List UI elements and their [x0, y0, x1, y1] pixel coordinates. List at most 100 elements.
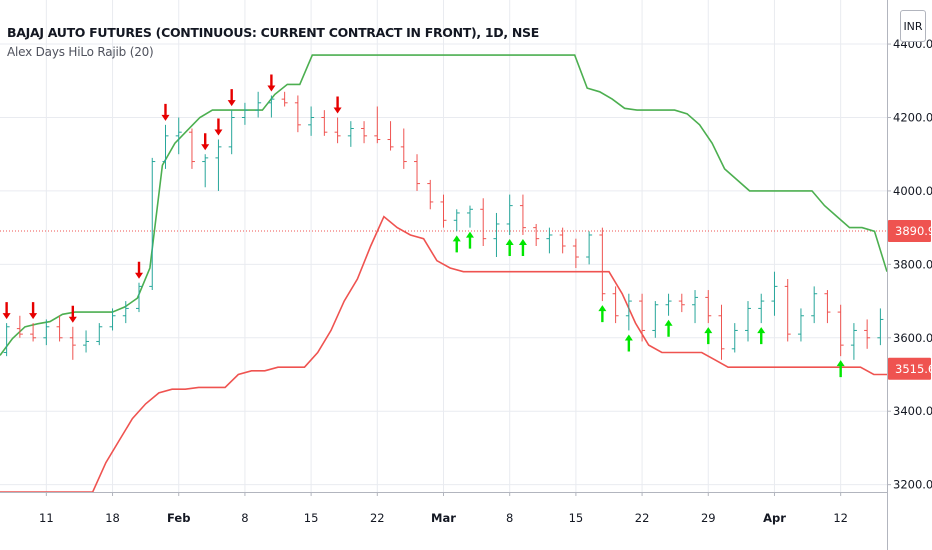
sell-arrow-icon-8 [267, 74, 276, 92]
lower-line-badge-bg [888, 357, 931, 380]
ohlc-bar-10 [136, 282, 143, 313]
ohlc-bar-30 [400, 128, 407, 169]
buy-arrow-icon-3 [518, 238, 527, 256]
ohlc-bar-36 [480, 198, 487, 246]
time-tick-label-6: Mar [431, 511, 456, 525]
ohlc-bar-40 [533, 223, 540, 246]
price-axis[interactable]: 3200.00 3400.00 3600.00 3800.00 4000.00 4200.… [887, 0, 932, 550]
last-price-badge-text: 3890.90 [895, 224, 932, 238]
sell-arrow-icon-9 [333, 96, 342, 114]
ohlc-bar-55 [731, 323, 738, 353]
ohlc-bar-54 [718, 304, 725, 360]
time-axis-bg [0, 492, 887, 550]
sell-arrow-icon-1 [29, 302, 38, 320]
ohlc-bar-27 [361, 121, 368, 144]
last-price-badge: 3890.90 [888, 219, 932, 242]
ohlc-bar-34 [453, 209, 460, 232]
buy-arrow-icon-4 [598, 305, 607, 323]
ohlc-bar-11 [149, 157, 156, 291]
lower-line-badge-text: 3515.65 [895, 362, 932, 376]
ohlc-bar-22 [294, 95, 301, 133]
time-tick-label-10: 29 [701, 511, 716, 525]
ohlc-bar-43 [572, 238, 579, 269]
sell-arrow-icon-7 [227, 89, 236, 107]
time-tick-label-0: 11 [39, 511, 54, 525]
grid [0, 0, 887, 492]
price-tick-label-0: 3200.00 [893, 478, 932, 492]
time-axis[interactable]: 11 18 Feb 8 15 22 Mar 8 15 22 29 Apr 12 [0, 492, 887, 550]
ohlc-bar-42 [559, 227, 566, 254]
ohlc-bar-20 [268, 95, 275, 118]
lower-line-badge: 3515.65 [888, 357, 932, 380]
price-badges: 3890.90 3515.65 [888, 219, 932, 380]
ohlc-bar-53 [705, 290, 712, 324]
ohlc-bar-46 [612, 286, 619, 324]
upper-line-path [0, 54, 888, 356]
last-price-badge-bg [888, 219, 931, 242]
ohlc-bar-8 [109, 308, 116, 331]
ohlc-bar-25 [334, 117, 341, 144]
buy-arrow-icon-5 [624, 334, 633, 352]
ohlc-bar-12 [162, 124, 169, 169]
sell-arrow-icon-3 [135, 261, 144, 279]
ohlc-bar-1 [16, 315, 23, 338]
ohlc-bars [3, 91, 884, 360]
price-tick-label-3: 3800.00 [893, 257, 932, 271]
ohlc-bar-57 [758, 293, 765, 324]
ohlc-bar-15 [202, 154, 209, 188]
ohlc-bar-24 [321, 110, 328, 136]
price-axis-bg [887, 0, 932, 550]
ohlc-bar-64 [850, 323, 857, 360]
time-tick-label-9: 22 [635, 511, 650, 525]
sell-arrow-icon-5 [201, 133, 210, 151]
ohlc-bar-66 [877, 308, 884, 346]
ohlc-bar-5 [69, 326, 76, 360]
time-tick-label-4: 15 [304, 511, 319, 525]
ohlc-bar-35 [466, 205, 473, 228]
price-tick-label-5: 4200.00 [893, 110, 932, 124]
ohlc-bar-60 [797, 308, 804, 342]
signals [2, 74, 845, 378]
ohlc-bar-7 [96, 323, 103, 346]
ohlc-bar-0 [3, 323, 10, 357]
time-tick-label-12: 12 [833, 511, 848, 525]
lower-line-path [0, 215, 887, 493]
ohlc-bar-47 [625, 293, 632, 331]
ohlc-bar-44 [586, 231, 593, 265]
sell-arrow-icon-4 [161, 103, 170, 121]
ohlc-bar-13 [175, 117, 182, 155]
time-tick-label-3: 8 [241, 511, 248, 525]
lower-hilo-line [0, 215, 887, 493]
ohlc-bar-62 [824, 290, 831, 324]
ohlc-bar-14 [188, 128, 195, 169]
ohlc-bar-61 [811, 286, 818, 324]
ohlc-bar-29 [387, 121, 394, 151]
ohlc-bar-50 [665, 293, 672, 316]
ohlc-bar-33 [440, 194, 447, 228]
ohlc-bar-31 [414, 154, 421, 191]
buy-arrow-icon-0 [452, 235, 461, 253]
buy-arrow-icon-8 [757, 327, 766, 345]
ohlc-bar-52 [692, 290, 699, 324]
time-tick-label-8: 15 [569, 511, 584, 525]
ohlc-bar-65 [864, 319, 871, 349]
time-tick-label-1: 18 [105, 511, 120, 525]
time-tick-label-5: 22 [370, 511, 385, 525]
ohlc-bar-6 [83, 330, 90, 353]
ohlc-bar-16 [215, 139, 222, 191]
buy-arrow-icon-6 [664, 319, 673, 337]
ohlc-bar-59 [784, 279, 791, 342]
price-tick-label-1: 3400.00 [893, 404, 932, 418]
indicator-label[interactable]: Alex Days HiLo Rajib (20) [7, 45, 154, 59]
ohlc-bar-58 [771, 271, 778, 316]
chart-title: BAJAJ AUTO FUTURES (CONTINUOUS: CURRENT … [7, 25, 539, 40]
ohlc-bar-18 [241, 102, 248, 125]
ohlc-bar-17 [228, 110, 235, 155]
ohlc-bar-4 [56, 315, 63, 342]
time-tick-label-7: 8 [506, 511, 513, 525]
ohlc-bar-39 [519, 194, 526, 235]
currency-button[interactable]: INR [900, 10, 926, 42]
sell-arrow-icon-2 [68, 305, 77, 323]
ohlc-bar-45 [599, 227, 606, 302]
